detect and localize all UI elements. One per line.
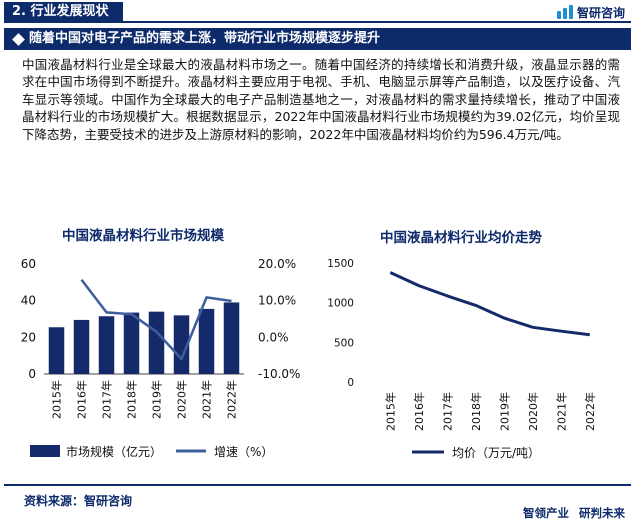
bar [98,316,115,374]
y-right-tick-label: 10.0% [258,294,296,308]
footer-brand-left: 智领产业 [523,506,569,520]
x-tick-label: 2022年 [583,392,597,431]
x-tick-label: 2017年 [440,392,454,431]
x-tick-label: 2021年 [554,392,568,431]
x-tick-label: 2015年 [50,380,64,419]
footer-divider [4,484,631,486]
diamond-icon [12,32,25,46]
x-tick-label: 2018年 [469,392,483,431]
right-chart-title: 中国液晶材料行业均价走势 [380,230,542,246]
legend-line-label: 增速（%） [214,445,273,459]
y-tick-label: 0 [347,377,354,389]
legend-bar-swatch [30,445,60,457]
x-tick-label: 2015年 [383,392,397,431]
y-right-tick-label: -10.0% [258,367,300,381]
section-banner: 随着中国对电子产品的需求上涨，带动行业市场规模逐步提升 [4,28,631,50]
x-tick-label: 2016年 [412,392,426,431]
source-note: 资料来源：智研咨询 [24,494,133,508]
brand-logo: 智研咨询 [556,3,625,21]
market-size-chart: 0 20 40 60 -10.0% 0.0% 10.0% 20.0% 2015年 2016年 201… [21,257,301,459]
y-left-tick-label: 60 [21,257,36,271]
bar [123,312,140,374]
x-tick-label: 2022年 [225,380,239,419]
x-tick-label: 2021年 [200,380,214,419]
y-right-tick-label: 0.0% [258,330,289,344]
y-left-tick-label: 0 [28,367,36,381]
y-left-tick-label: 40 [21,294,36,308]
legend-line-label: 均价（万元/吨） [452,446,540,460]
top-rule [4,21,631,23]
bar [148,311,165,374]
y-tick-label: 500 [334,337,354,349]
body-paragraph: 中国液晶材料行业是全球最大的液晶材料市场之一。随着中国经济的持续增长和消费升级，… [22,57,620,142]
logo-text: 智研咨询 [576,5,625,20]
footer-brand-right: 研判未来 [579,506,625,520]
legend-bar-label: 市场规模（亿元） [66,444,162,459]
section-title: 2. 行业发展现状 [4,2,123,22]
x-tick-label: 2020年 [175,380,189,419]
x-tick-label: 2018年 [125,380,139,419]
y-tick-label: 1000 [327,298,354,310]
growth-line [80,279,232,361]
x-tick-label: 2016年 [75,380,89,419]
logo-icon [556,5,573,19]
bar [198,308,215,374]
bar [173,315,190,374]
x-tick-label: 2020年 [526,392,540,431]
bar [48,327,65,374]
bar [73,319,90,374]
bar [223,302,240,374]
price-trend-chart: 0 500 1000 1500 2015年 2016年 2017年 2018年 2019年 202… [327,258,597,460]
banner-title: 随着中国对电子产品的需求上涨，带动行业市场规模逐步提升 [29,31,381,46]
top-bar: 2. 行业发展现状 智研咨询 [0,0,635,26]
price-line [389,271,590,337]
x-tick-label: 2017年 [100,380,114,419]
footer-brand: 智领产业 研判未来 [523,505,625,521]
x-tick-label: 2019年 [150,380,164,419]
x-tick-label: 2019年 [497,392,511,431]
left-chart-title: 中国液晶材料行业市场规模 [62,228,224,244]
y-right-tick-label: 20.0% [258,257,296,271]
y-left-tick-label: 20 [21,330,36,344]
y-tick-label: 1500 [327,258,354,270]
